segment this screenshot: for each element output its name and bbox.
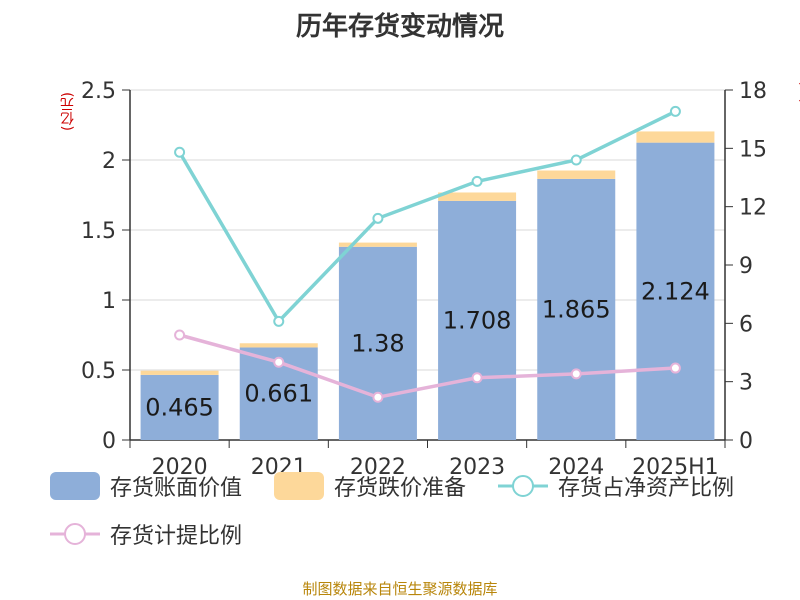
- right-axis-tick-label: 0: [739, 429, 753, 454]
- legend-swatch-ratio-net-assets: [498, 475, 548, 497]
- bar-book-value: [338, 246, 417, 440]
- legend-label-provision-ratio: 存货计提比例: [110, 524, 243, 549]
- point-ratio_net_assets: [174, 146, 186, 158]
- legend-label-impairment: 存货跌价准备: [334, 476, 467, 501]
- x-axis-tick-label: 2023: [449, 455, 505, 480]
- left-axis-tick-label: 0: [102, 429, 116, 454]
- legend-point-mark: [64, 523, 86, 545]
- legend-item-book-value[interactable]: 存货账面价值: [50, 470, 242, 502]
- bar-impairment: [140, 370, 219, 375]
- legend-swatch-impairment: [274, 472, 324, 500]
- right-axis-tick-label: 6: [739, 312, 753, 337]
- left-axis-tick-label: 2: [102, 149, 116, 174]
- bar-data-label: 0.465: [145, 393, 214, 421]
- bar-book-value: [140, 374, 219, 440]
- left-axis-tick-label: 1.5: [81, 219, 116, 244]
- x-axis-tick-label: 2020: [152, 455, 208, 480]
- bar-impairment: [438, 192, 517, 201]
- point-ratio_net_assets: [372, 212, 384, 224]
- line-provision_ratio: [179, 333, 676, 400]
- bar-book-value: [438, 200, 517, 440]
- bar-impairment: [239, 343, 318, 348]
- bar-data-label: 2.124: [641, 277, 710, 305]
- legend-point-mark: [512, 475, 534, 497]
- bar-impairment: [636, 131, 715, 143]
- point-provision_ratio: [372, 391, 384, 403]
- right-axis-tick-label: 9: [739, 254, 753, 279]
- bar-data-label: 1.865: [542, 295, 611, 323]
- right-axis-tick-label: 12: [739, 196, 767, 221]
- bar-book-value: [636, 142, 715, 440]
- left-axis-tick-label: 1: [102, 289, 116, 314]
- bar-data-label: 1.708: [443, 306, 512, 334]
- line-ratio_net_assets: [178, 109, 677, 325]
- point-provision_ratio: [273, 356, 285, 368]
- bar-data-label: 1.38: [351, 329, 404, 357]
- right-axis-unit: (%): [797, 80, 800, 105]
- x-axis-tick-label: 2024: [548, 455, 604, 480]
- point-provision_ratio: [570, 368, 582, 380]
- bar-book-value: [537, 178, 616, 440]
- x-axis-tick-label: 2025H1: [632, 455, 719, 480]
- point-provision_ratio: [471, 372, 483, 384]
- legend-label-ratio-net-assets: 存货占净资产比例: [558, 476, 735, 501]
- legend-swatch-provision-ratio: [50, 523, 100, 545]
- point-ratio_net_assets: [273, 315, 285, 327]
- point-ratio_net_assets: [570, 154, 582, 166]
- legend-label-book-value: 存货账面价值: [110, 476, 243, 501]
- chart-title: 历年存货变动情况: [295, 12, 504, 42]
- right-axis-tick-label: 3: [739, 371, 753, 396]
- source-note: 制图数据来自恒生聚源数据库: [302, 580, 498, 598]
- point-ratio_net_assets: [669, 105, 681, 117]
- legend-item-provision-ratio[interactable]: 存货计提比例: [50, 518, 242, 550]
- point-provision_ratio: [669, 362, 681, 374]
- right-axis-tick-label: 15: [739, 137, 767, 162]
- legend-item-impairment[interactable]: 存货跌价准备: [274, 470, 466, 502]
- x-axis-tick-label: 2022: [350, 455, 406, 480]
- bar-impairment: [338, 242, 417, 247]
- left-axis-tick-label: 0.5: [81, 359, 116, 384]
- left-axis-tick-label: 2.5: [81, 79, 116, 104]
- legend-item-ratio-net-assets[interactable]: 存货占净资产比例: [498, 470, 734, 502]
- bar-data-label: 0.661: [244, 380, 313, 408]
- legend-swatch-book-value: [50, 472, 100, 500]
- point-ratio_net_assets: [471, 175, 483, 187]
- right-axis-tick-label: 18: [739, 79, 767, 104]
- point-provision_ratio: [174, 329, 186, 341]
- bar-impairment: [537, 170, 616, 179]
